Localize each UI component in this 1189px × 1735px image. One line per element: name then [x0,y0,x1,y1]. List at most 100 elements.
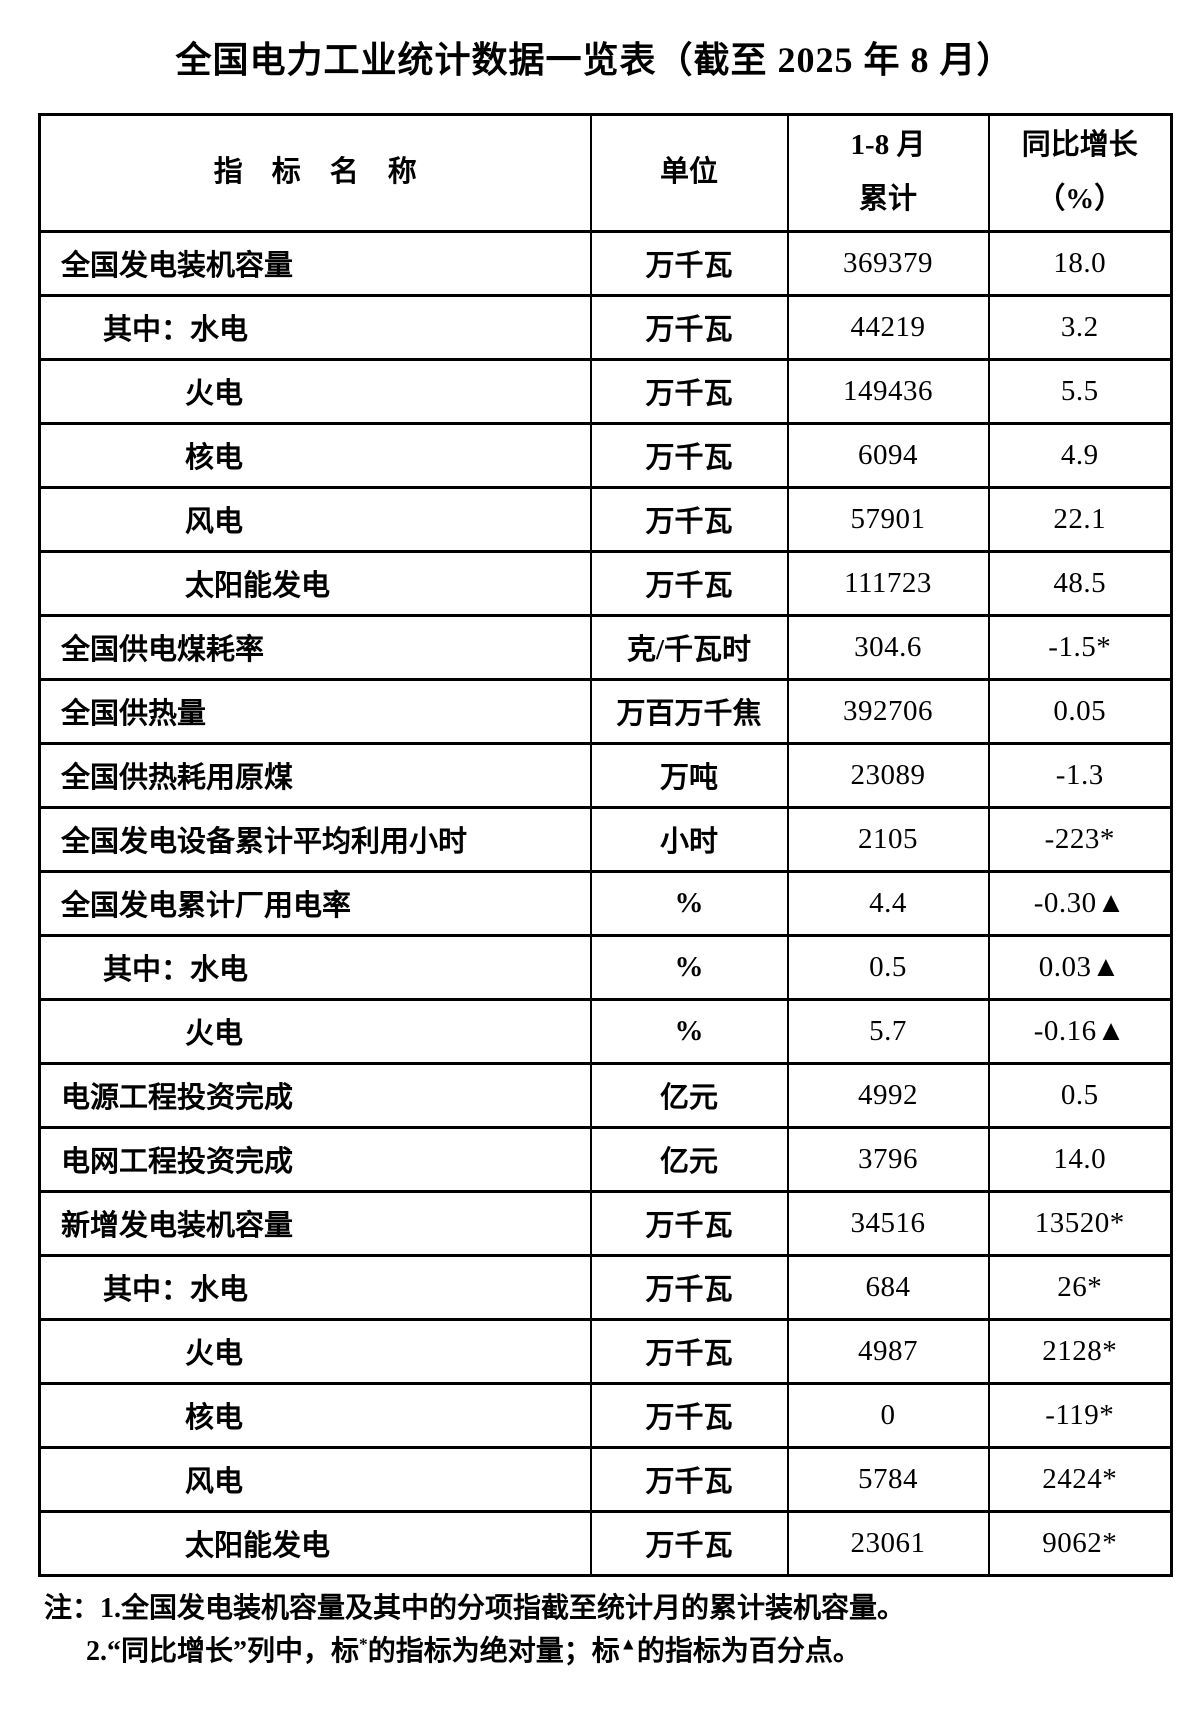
yoy-growth-cell: 0.5 [987,1061,1173,1129]
indicator-name-cell: 全国发电设备累计平均利用小时 [38,805,592,873]
cumulative-value-cell: 23089 [786,741,990,809]
power-statistics-table: 指 标 名 称 单位 1-8 月 累计 同比增长 （%） 全国发电装机容量 万千瓦… [38,112,1173,1577]
unit-cell: % [589,933,789,1001]
yoy-growth-cell: 13520* [987,1189,1173,1257]
table-row: 全国发电设备累计平均利用小时 小时 2105 -223* [38,805,1173,873]
indicator-name-cell: 其中：水电 [38,933,592,1001]
yoy-growth-cell: 26* [987,1253,1173,1321]
yoy-growth-cell: -0.30▲ [987,869,1173,937]
cumulative-value-cell: 0.5 [786,933,990,1001]
cumulative-value-cell: 684 [786,1253,990,1321]
indicator-name-cell: 电源工程投资完成 [38,1061,592,1129]
unit-cell: 亿元 [589,1061,789,1129]
unit-cell: 万千瓦 [589,1445,789,1513]
indicator-name-cell: 全国发电累计厂用电率 [38,869,592,937]
table-header: 指 标 名 称 单位 1-8 月 累计 同比增长 （%） [38,112,1173,233]
cumulative-value-cell: 5.7 [786,997,990,1065]
table-row: 其中：水电% 0.5 0.03▲ [38,933,1173,1001]
unit-cell: 万千瓦 [589,357,789,425]
col-header-indicator-name: 指 标 名 称 [38,112,592,233]
col-header-jan-aug-cumulative: 1-8 月 累计 [786,112,990,233]
indicator-name-cell: 全国发电装机容量 [38,229,592,297]
footnotes: 注：1.全国发电装机容量及其中的分项指截至统计月的累计装机容量。 2.“同比增长… [44,1587,1189,1674]
yoy-growth-cell: 14.0 [987,1125,1173,1193]
unit-cell: 万千瓦 [589,421,789,489]
yoy-growth-cell: 48.5 [987,549,1173,617]
yoy-growth-cell: 4.9 [987,421,1173,489]
cumulative-value-cell: 369379 [786,229,990,297]
yoy-growth-cell: 5.5 [987,357,1173,425]
yoy-growth-cell: 18.0 [987,229,1173,297]
table-row: 全国供热量 万百万千焦 392706 0.05 [38,677,1173,745]
table-row: 火电 万千瓦 149436 5.5 [38,357,1173,425]
footnote-2-text-mid: 的指标为绝对量；标 [367,1635,620,1667]
indicator-name-cell: 核电 [38,1381,592,1449]
indicator-name-cell: 火电 [38,357,592,425]
indicator-name-cell: 火电 [38,1317,592,1385]
table-body: 全国发电装机容量 万千瓦 369379 18.0 其中：水电 万千瓦 44219 3.2 火电万… [38,229,1173,1577]
unit-cell: 万千瓦 [589,485,789,553]
unit-cell: 亿元 [589,1125,789,1193]
footnote-1: 注：1.全国发电装机容量及其中的分项指截至统计月的累计装机容量。 [44,1592,906,1624]
yoy-growth-cell: -1.5* [987,613,1173,681]
yoy-growth-cell: 0.03▲ [987,933,1173,1001]
footnote-2: 2.“同比增长”列中，标*的指标为绝对量；标▲的指标为百分点。 [44,1630,1189,1673]
yoy-growth-cell: -119* [987,1381,1173,1449]
unit-cell: 万千瓦 [589,229,789,297]
col-header-unit: 单位 [589,112,789,233]
table-row: 电网工程投资完成 亿元 3796 14.0 [38,1125,1173,1193]
indicator-name-cell: 太阳能发电 [38,1509,592,1577]
table-row: 火电 万千瓦 4987 2128* [38,1317,1173,1385]
cumulative-value-cell: 2105 [786,805,990,873]
unit-cell: 万千瓦 [589,293,789,361]
unit-cell: % [589,869,789,937]
yoy-growth-cell: -0.16▲ [987,997,1173,1065]
indicator-name-cell: 风电 [38,485,592,553]
indicator-name-cell: 太阳能发电 [38,549,592,617]
yoy-growth-cell: -223* [987,805,1173,873]
table-row: 风电 万千瓦 5784 2424* [38,1445,1173,1513]
table-row: 风电 万千瓦 57901 22.1 [38,485,1173,553]
unit-cell: 万百万千焦 [589,677,789,745]
unit-cell: 小时 [589,805,789,873]
table-row: 其中：水电 万千瓦 44219 3.2 [38,293,1173,361]
cumulative-value-cell: 3796 [786,1125,990,1193]
unit-cell: 克/千瓦时 [589,613,789,681]
table-row: 太阳能发电 万千瓦 23061 9062* [38,1509,1173,1577]
table-row: 火电% 5.7 -0.16▲ [38,997,1173,1065]
indicator-name-cell: 全国供热耗用原煤 [38,741,592,809]
table-row: 核电 万千瓦 0 -119* [38,1381,1173,1449]
indicator-name-cell: 全国供热量 [38,677,592,745]
indicator-name-cell: 全国供电煤耗率 [38,613,592,681]
unit-cell: 万千瓦 [589,1317,789,1385]
triangle-marker: ▲ [619,1634,637,1654]
footnote-2-text-prefix: 2.“同比增长”列中，标 [86,1635,360,1667]
col-header-yoy-growth: 同比增长 （%） [987,112,1173,233]
yoy-growth-cell: 0.05 [987,677,1173,745]
cumulative-value-cell: 304.6 [786,613,990,681]
cumulative-value-cell: 23061 [786,1509,990,1577]
indicator-name-cell: 火电 [38,997,592,1065]
indicator-name-cell: 电网工程投资完成 [38,1125,592,1193]
table-row: 全国发电累计厂用电率% 4.4 -0.30▲ [38,869,1173,937]
cumulative-value-cell: 4.4 [786,869,990,937]
unit-cell: 万千瓦 [589,549,789,617]
indicator-name-cell: 其中：水电 [38,1253,592,1321]
cumulative-value-cell: 57901 [786,485,990,553]
indicator-name-cell: 核电 [38,421,592,489]
table-row: 全国供电煤耗率 克/千瓦时 304.6 -1.5* [38,613,1173,681]
yoy-growth-cell: -1.3 [987,741,1173,809]
cumulative-value-cell: 34516 [786,1189,990,1257]
unit-cell: 万千瓦 [589,1253,789,1321]
cumulative-value-cell: 0 [786,1381,990,1449]
cumulative-value-cell: 5784 [786,1445,990,1513]
indicator-name-cell: 风电 [38,1445,592,1513]
table-row: 电源工程投资完成 亿元 4992 0.5 [38,1061,1173,1129]
table-row: 全国发电装机容量 万千瓦 369379 18.0 [38,229,1173,297]
header-row: 指 标 名 称 单位 1-8 月 累计 同比增长 （%） [38,112,1173,233]
page-title: 全国电力工业统计数据一览表（截至 2025 年 8 月） [175,40,1014,80]
table-row: 其中：水电 万千瓦 684 26* [38,1253,1173,1321]
table-row: 新增发电装机容量 万千瓦 34516 13520* [38,1189,1173,1257]
asterisk-marker: * [359,1634,368,1654]
yoy-growth-cell: 9062* [987,1509,1173,1577]
